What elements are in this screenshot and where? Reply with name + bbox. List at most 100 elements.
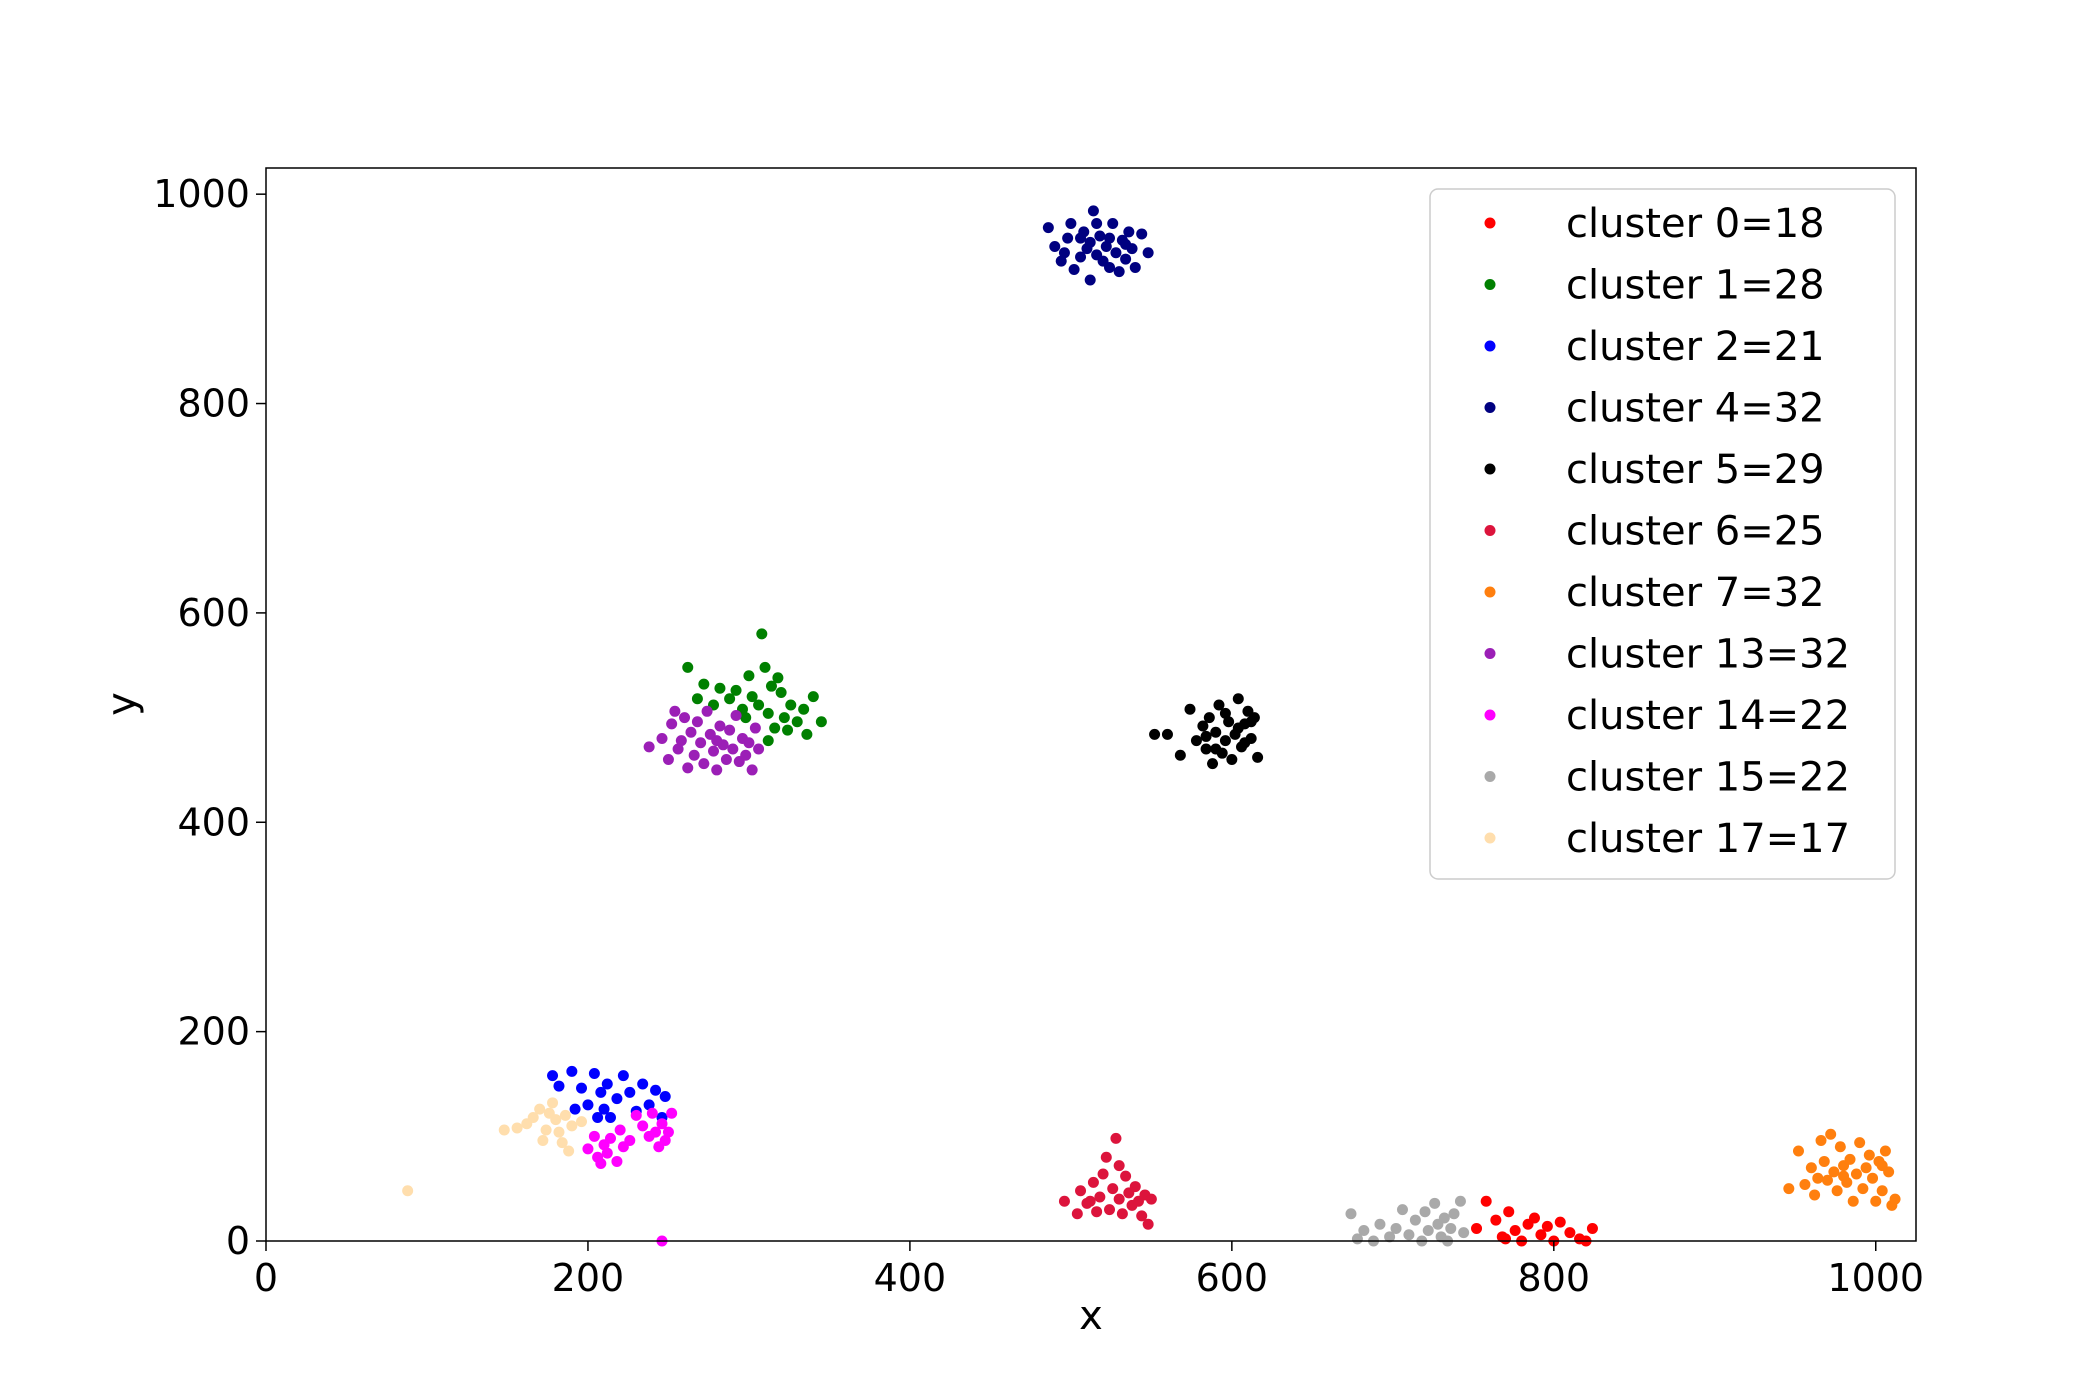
data-point (1197, 720, 1209, 732)
x-tick-label: 0 (254, 1256, 278, 1300)
data-point (1812, 1172, 1824, 1184)
data-point (1116, 1208, 1128, 1220)
legend-marker (1484, 217, 1496, 229)
x-tick-label: 200 (552, 1256, 625, 1300)
legend-entry: cluster 14=22 (1484, 693, 1850, 739)
series-8 (582, 1107, 678, 1247)
data-point (604, 1132, 616, 1144)
data-point (1129, 261, 1141, 273)
data-point (762, 707, 774, 719)
data-point (1113, 1160, 1125, 1172)
data-point (714, 682, 726, 694)
data-point (1854, 1137, 1866, 1149)
data-point (662, 1126, 674, 1138)
data-point (801, 728, 813, 740)
data-point (1210, 726, 1222, 738)
data-point (1049, 241, 1061, 253)
x-axis-label: x (1079, 1293, 1103, 1339)
x-tick-label: 800 (1518, 1256, 1591, 1300)
data-point (1838, 1170, 1850, 1182)
legend-label: cluster 0=18 (1566, 201, 1825, 247)
data-point (1075, 1185, 1087, 1197)
data-point (1091, 1206, 1103, 1218)
legend-marker (1484, 648, 1496, 659)
data-point (556, 1137, 568, 1149)
y-axis-label: y (99, 692, 145, 716)
data-point (588, 1130, 600, 1142)
data-point (1876, 1185, 1888, 1197)
data-point (1454, 1195, 1466, 1207)
data-point (1219, 707, 1231, 719)
data-point (791, 716, 803, 728)
data-point (534, 1103, 546, 1115)
data-point (1857, 1183, 1869, 1195)
data-point (1245, 716, 1257, 728)
legend-frame (1429, 188, 1896, 880)
data-point (1104, 261, 1116, 273)
legend-marker (1484, 771, 1496, 782)
data-point (1104, 232, 1116, 244)
data-point (624, 1135, 636, 1147)
data-point (1419, 1206, 1431, 1218)
data-point (656, 1118, 668, 1130)
legend: cluster 0=18 cluster 1=28 cluster 2=21 clus… (1429, 188, 1896, 880)
legend-label: cluster 14=22 (1566, 693, 1850, 739)
data-point (782, 724, 794, 736)
y-tick-label: 200 (177, 1010, 250, 1054)
data-point (753, 743, 765, 755)
data-point (1867, 1172, 1879, 1184)
data-point (1500, 1233, 1512, 1245)
data-point (576, 1116, 588, 1128)
data-point (772, 672, 784, 684)
data-point (778, 712, 790, 724)
legend-entry: cluster 1=28 (1484, 263, 1825, 309)
data-point (1358, 1225, 1370, 1237)
data-point (1042, 222, 1054, 234)
data-point (1123, 226, 1135, 238)
data-point (1535, 1229, 1547, 1241)
data-point (1815, 1135, 1827, 1147)
data-point (1200, 730, 1212, 742)
data-point (659, 1135, 671, 1147)
data-point (1844, 1153, 1856, 1165)
data-point (1084, 1195, 1096, 1207)
data-point (708, 745, 720, 757)
legend-entry: cluster 15=22 (1484, 755, 1850, 801)
data-point (1136, 228, 1148, 240)
data-point (1825, 1128, 1837, 1140)
data-point (672, 743, 684, 755)
data-point (1818, 1155, 1830, 1167)
data-point (576, 1082, 588, 1094)
data-point (601, 1147, 613, 1159)
data-point (1091, 217, 1103, 229)
data-point (588, 1068, 600, 1080)
data-point (1110, 247, 1122, 259)
data-point (1554, 1216, 1566, 1228)
data-point (553, 1080, 565, 1092)
data-point (666, 1107, 678, 1119)
data-point (1149, 728, 1161, 740)
data-point (1458, 1227, 1470, 1239)
data-point (1783, 1183, 1795, 1195)
data-point (1062, 232, 1074, 244)
data-point (1384, 1231, 1396, 1243)
data-point (1239, 737, 1251, 749)
data-point (762, 735, 774, 747)
data-point (1860, 1162, 1872, 1174)
x-axis-ticks: 0 200 400 600 800 1000 (254, 1241, 1924, 1300)
data-point (637, 1078, 649, 1090)
legend-label: cluster 2=21 (1566, 324, 1825, 370)
data-point (566, 1065, 578, 1077)
data-point (727, 743, 739, 755)
data-point (1528, 1212, 1540, 1224)
data-point (775, 686, 787, 698)
data-point (563, 1145, 575, 1157)
data-point (1850, 1168, 1862, 1180)
series-7 (643, 705, 765, 776)
data-point (1184, 703, 1196, 715)
legend-entry: cluster 13=32 (1484, 632, 1850, 678)
data-point (1087, 1176, 1099, 1188)
data-point (698, 758, 710, 770)
data-point (1174, 749, 1186, 761)
data-point (675, 735, 687, 747)
